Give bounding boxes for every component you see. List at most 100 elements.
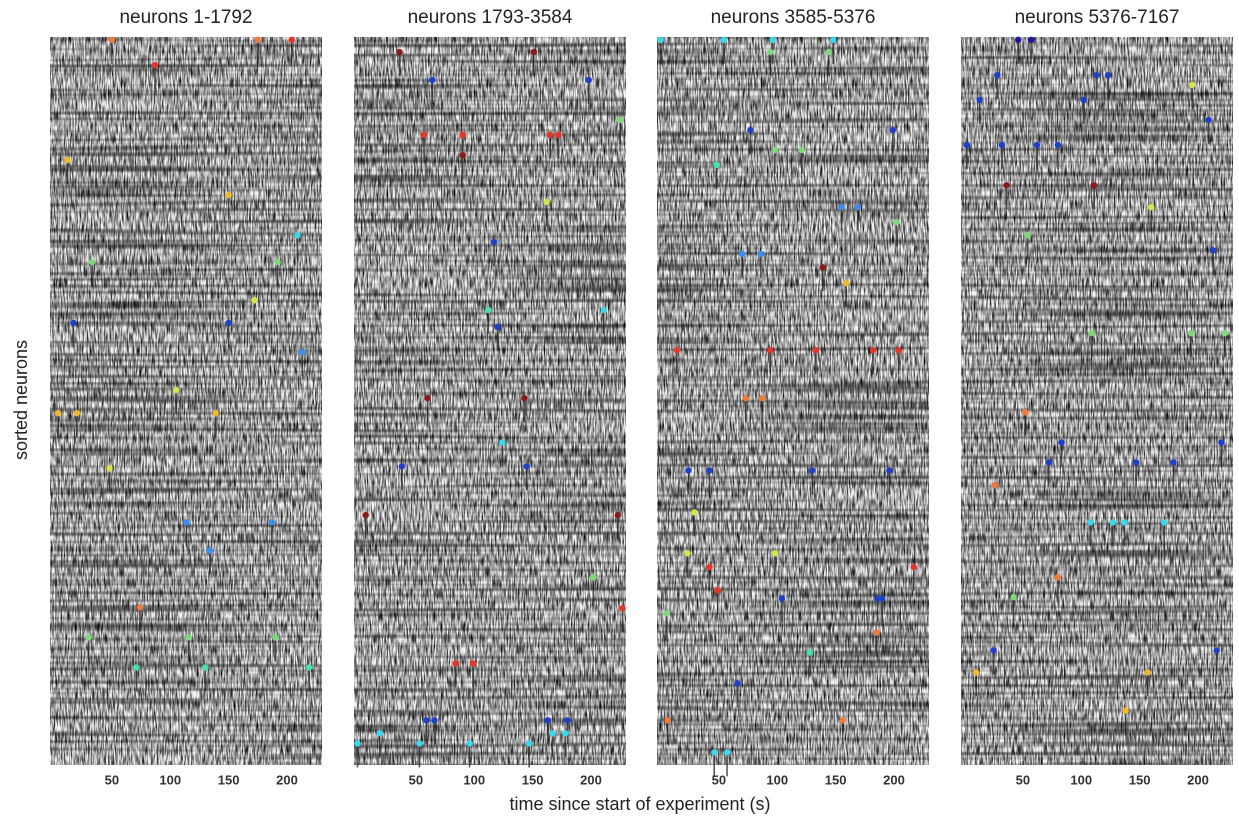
- event-dot: [362, 512, 368, 518]
- event-dot: [1210, 247, 1216, 253]
- event-dot: [838, 204, 844, 210]
- x-tick-label: 50: [409, 772, 423, 787]
- event-dot: [459, 132, 465, 138]
- event-dot: [549, 730, 555, 736]
- event-dot: [547, 132, 553, 138]
- event-dot: [269, 519, 275, 525]
- event-dot: [421, 132, 427, 138]
- event-dot: [491, 239, 497, 245]
- x-tick-label: 150: [522, 772, 544, 787]
- event-dot: [494, 324, 500, 330]
- event-dot: [767, 347, 773, 353]
- event-dot: [399, 463, 405, 469]
- event-dot: [499, 439, 505, 445]
- event-dot: [133, 664, 139, 670]
- event-dot: [964, 142, 970, 148]
- event-dot: [820, 264, 826, 270]
- event-dot: [843, 280, 849, 286]
- event-dot: [893, 219, 899, 225]
- event-dot: [664, 717, 670, 723]
- x-tick-label: 100: [766, 772, 788, 787]
- event-dot: [459, 152, 465, 158]
- event-dot: [485, 307, 491, 313]
- event-dot: [839, 717, 845, 723]
- event-dot: [274, 259, 280, 265]
- event-dot: [1110, 519, 1116, 525]
- event-dot: [452, 660, 458, 666]
- event-dot: [1105, 72, 1111, 78]
- figure: time since start of experiment (s) sorte…: [0, 0, 1239, 825]
- event-dot: [531, 49, 537, 55]
- x-tick-label: 100: [159, 772, 181, 787]
- raster-bands: [354, 37, 626, 765]
- event-dot: [431, 717, 437, 723]
- event-dot: [990, 647, 996, 653]
- event-dot: [376, 730, 382, 736]
- event-dot: [720, 37, 726, 43]
- event-dot: [202, 664, 208, 670]
- event-dot: [424, 395, 430, 401]
- event-dot: [1091, 182, 1097, 188]
- event-dot: [173, 387, 179, 393]
- y-axis-label: sorted neurons: [11, 340, 31, 460]
- event-dot: [895, 347, 901, 353]
- event-dot: [711, 749, 717, 755]
- x-tick-label: 50: [1016, 772, 1030, 787]
- event-dot: [769, 37, 775, 43]
- event-dot: [354, 740, 360, 746]
- panel-title: neurons 1-1792: [119, 7, 252, 28]
- event-dot: [759, 395, 765, 401]
- event-dot: [1222, 330, 1228, 336]
- event-dot: [524, 463, 530, 469]
- event-dot: [1024, 232, 1030, 238]
- event-dot: [521, 395, 527, 401]
- event-dot: [813, 347, 819, 353]
- x-tick-label: 50: [105, 772, 119, 787]
- event-dot: [545, 717, 551, 723]
- event-dot: [999, 142, 1005, 148]
- event-dot: [1034, 142, 1040, 148]
- event-dot: [911, 564, 917, 570]
- event-dot: [601, 307, 607, 313]
- event-dot: [1015, 37, 1021, 43]
- event-dot: [1058, 439, 1064, 445]
- event-dot: [825, 49, 831, 55]
- event-dot: [615, 512, 621, 518]
- event-dot: [85, 634, 91, 640]
- x-axis-label: time since start of experiment (s): [509, 794, 770, 814]
- panel-title: neurons 3585-5376: [711, 7, 876, 28]
- event-dot: [466, 740, 472, 746]
- event-dot: [1161, 519, 1167, 525]
- x-tick-label: 150: [825, 772, 847, 787]
- event-dot: [706, 467, 712, 473]
- event-dot: [1188, 330, 1194, 336]
- event-dot: [992, 482, 998, 488]
- event-dot: [994, 72, 1000, 78]
- event-dot: [55, 410, 61, 416]
- event-dot: [799, 147, 805, 153]
- event-dot: [106, 465, 112, 471]
- event-dot: [657, 37, 663, 43]
- event-dot: [543, 199, 549, 205]
- event-dot: [1080, 97, 1086, 103]
- event-dot: [526, 740, 532, 746]
- event-dot: [225, 192, 231, 198]
- event-dot: [715, 587, 721, 593]
- event-dot: [743, 395, 749, 401]
- event-dot: [213, 410, 219, 416]
- event-dot: [1213, 647, 1219, 653]
- event-dot: [1205, 117, 1211, 123]
- event-dot: [713, 162, 719, 168]
- event-dot: [619, 605, 625, 611]
- event-dot: [183, 519, 189, 525]
- event-dot: [976, 97, 982, 103]
- event-dot: [685, 467, 691, 473]
- event-dot: [1122, 707, 1128, 713]
- event-dot: [1087, 519, 1093, 525]
- event-dot: [74, 410, 80, 416]
- event-dot: [89, 259, 95, 265]
- event-dot: [830, 37, 836, 43]
- event-dot: [1133, 459, 1139, 465]
